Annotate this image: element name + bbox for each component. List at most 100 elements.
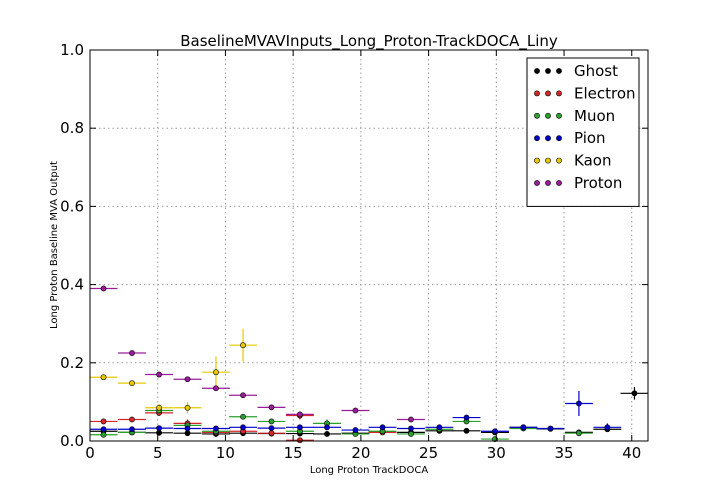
data-point <box>129 416 135 423</box>
legend-entry-kaon: Kaon <box>534 152 611 170</box>
data-point <box>156 371 162 378</box>
data-point <box>268 404 275 411</box>
data-point <box>297 411 303 418</box>
x-tick-label: 30 <box>487 444 506 462</box>
series-kaon <box>89 328 257 414</box>
data-point <box>184 376 191 383</box>
legend-marker <box>534 90 540 97</box>
legend-marker <box>545 112 551 119</box>
data-point <box>604 424 611 431</box>
legend-marker <box>534 180 540 186</box>
data-point <box>352 427 359 433</box>
x-tick-label: 20 <box>351 444 370 462</box>
y-tick-label: 0.0 <box>60 432 84 450</box>
legend-marker <box>534 68 540 74</box>
data-point <box>520 424 527 431</box>
data-point <box>379 424 386 431</box>
data-point <box>100 426 107 433</box>
legend-label: Pion <box>574 129 606 147</box>
data-point <box>100 285 107 292</box>
legend-entry-proton: Proton <box>534 174 622 192</box>
data-point <box>408 416 414 423</box>
data-point <box>436 424 443 431</box>
axis-ticks: 0 5 10 15 20 25 30 35 40 0.0 0.2 0.4 0.6 0.8 1.0 <box>60 41 648 462</box>
legend-label: Kaon <box>574 152 611 170</box>
data-point <box>100 418 107 425</box>
x-tick-label: 5 <box>153 444 163 462</box>
data-point <box>268 430 275 437</box>
legend-entry-pion: Pion <box>534 129 606 147</box>
data-point <box>631 390 638 397</box>
data-point <box>324 431 330 437</box>
x-tick-label: 15 <box>284 444 303 462</box>
legend-marker <box>545 90 551 97</box>
data-point <box>268 425 275 431</box>
legend-marker <box>545 135 551 142</box>
x-tick-label: 35 <box>554 444 573 462</box>
legend-marker <box>545 157 551 164</box>
data-point <box>240 342 246 349</box>
legend-label: Ghost <box>574 62 618 80</box>
legend-marker <box>534 135 540 142</box>
legend-entry-ghost: Ghost <box>534 62 618 80</box>
legend-entry-muon: Muon <box>534 107 615 125</box>
series-pion <box>89 390 622 435</box>
x-tick-label: 40 <box>622 444 641 462</box>
legend-label: Muon <box>574 107 615 125</box>
data-point <box>156 425 162 431</box>
data-point <box>213 385 219 392</box>
data-point <box>268 418 275 425</box>
data-point <box>156 404 162 411</box>
legend-label: Proton <box>574 174 622 192</box>
data-point <box>492 428 498 435</box>
y-tick-label: 0.2 <box>60 354 84 372</box>
data-point <box>463 414 470 421</box>
x-tick-label: 0 <box>85 444 95 462</box>
series-proton <box>89 285 425 423</box>
y-tick-label: 0.8 <box>60 119 84 137</box>
legend-marker <box>556 180 562 186</box>
data-point <box>100 431 107 438</box>
data-point <box>352 407 359 414</box>
y-axis-label: Long Proton Baseline MVA Output <box>49 161 60 329</box>
legend-label: Electron <box>574 84 636 102</box>
plot-data <box>89 285 649 444</box>
data-point <box>408 431 414 437</box>
data-point <box>547 425 554 432</box>
y-tick-label: 1.0 <box>60 41 84 59</box>
data-point <box>129 350 135 356</box>
legend-marker <box>556 90 562 97</box>
data-point <box>184 425 191 432</box>
y-tick-label: 0.4 <box>60 276 84 294</box>
data-point <box>576 400 582 407</box>
legend-marker <box>556 112 562 119</box>
chart-title: BaselineMVAVInputs_Long_Proton-TrackDOCA… <box>180 32 558 51</box>
data-point <box>213 369 219 376</box>
data-point <box>240 413 246 420</box>
data-point <box>408 425 414 432</box>
data-point <box>129 380 135 387</box>
y-tick-label: 0.6 <box>60 197 84 215</box>
data-point <box>240 392 246 399</box>
data-point <box>463 427 470 434</box>
data-point <box>100 374 107 381</box>
legend-marker <box>534 157 540 164</box>
legend-marker <box>534 112 540 119</box>
legend-marker <box>556 135 562 142</box>
data-point <box>297 424 303 431</box>
data-point <box>184 404 191 411</box>
x-tick-label: 25 <box>419 444 438 462</box>
x-tick-label: 10 <box>216 444 235 462</box>
data-point <box>324 424 330 431</box>
legend-marker <box>545 68 551 74</box>
legend-marker <box>556 68 562 74</box>
legend-entry-electron: Electron <box>534 84 636 102</box>
data-point <box>576 430 582 437</box>
plot-frame <box>89 49 649 442</box>
x-axis-label: Long Proton TrackDOCA <box>310 465 429 476</box>
data-point <box>213 425 219 432</box>
data-point <box>297 437 303 444</box>
legend-marker <box>545 180 551 186</box>
legend: Ghost Electron Muon Pion Kaon Proton <box>526 57 640 207</box>
